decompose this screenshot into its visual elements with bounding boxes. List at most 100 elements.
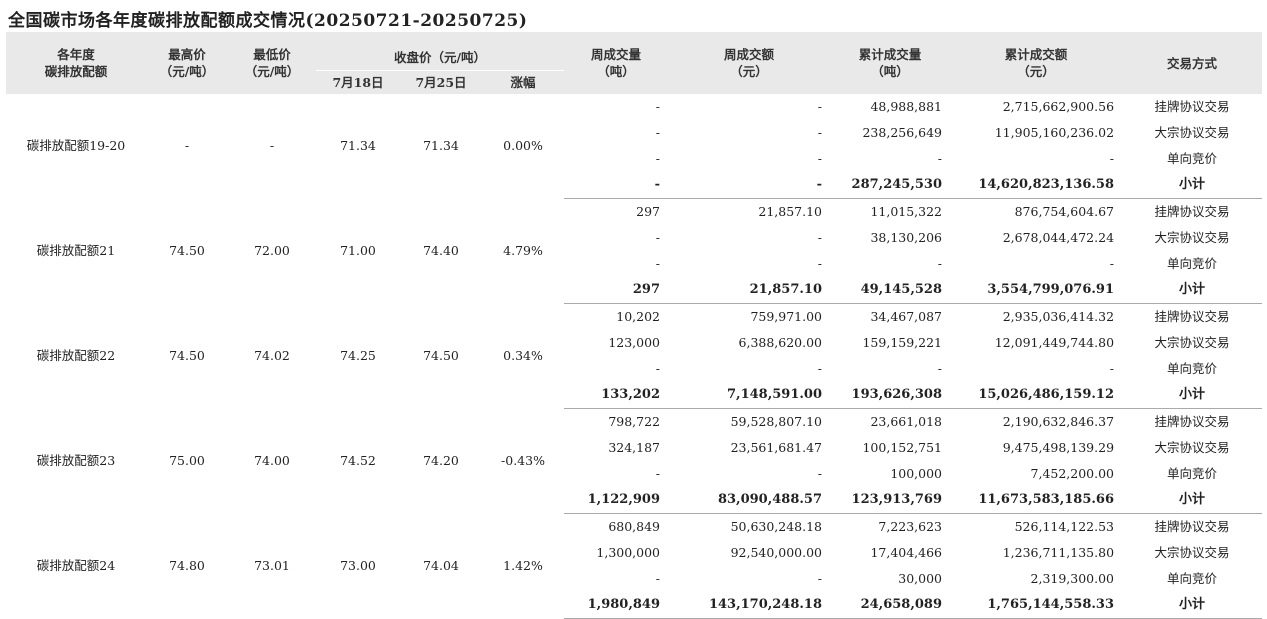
week-amount: - [817, 151, 823, 166]
low-price: 74.02 [254, 348, 290, 363]
week-volume: - [564, 172, 669, 199]
cum-volume: - [937, 151, 943, 166]
trade-method: 挂牌协议交易 [1154, 99, 1230, 114]
header-cum-amount-line1: 累计成交额 [1004, 47, 1068, 62]
header-week-volume-line2: （吨） [597, 64, 635, 79]
trade-method: 挂牌协议交易 [1154, 204, 1230, 219]
header-week-amount-line2: （元） [730, 64, 768, 79]
allowance-group: 碳排放配额22 74.50 74.02 74.25 74.50 0.34% 10,202 75… [6, 304, 1263, 409]
table-row: 碳排放配额23 75.00 74.00 74.52 74.20 -0.43% 798,722… [6, 409, 1262, 468]
low-price: 73.01 [254, 558, 290, 573]
allowance-group: 碳排放配额23 75.00 74.00 74.52 74.20 -0.43% 798,722… [6, 409, 1263, 514]
cum-volume: 23,661,018 [870, 414, 943, 429]
change-pct: 4.79% [503, 243, 543, 258]
header-close-prev: 7月18日 [316, 70, 400, 94]
week-amount: - [817, 99, 823, 114]
week-volume: - [655, 99, 661, 114]
table-row: - -287,245,530 14,620,823,136.58 小计 [6, 172, 1263, 199]
cum-volume: 24,658,089 [830, 592, 951, 619]
close-curr: 71.34 [423, 138, 459, 154]
header-close-group: 收盘价（元/吨） [316, 32, 565, 71]
week-amount: 759,971.00 [750, 309, 823, 324]
table-header: 各年度 碳排放配额 最高价 （元/吨） 最低价 （元/吨） 收盘价（元/吨） 周… [6, 32, 1263, 94]
cum-amount: 11,673,583,185.66 [950, 487, 1123, 514]
trade-method: 挂牌协议交易 [1154, 519, 1230, 534]
cum-volume: 287,245,530 [830, 172, 951, 199]
trade-method: 小计 [1122, 172, 1263, 199]
cum-amount: 9,475,498,139.29 [1002, 440, 1115, 455]
week-amount: - [817, 466, 823, 481]
header-high-line1: 最高价 [168, 47, 206, 62]
week-volume: 680,849 [608, 519, 661, 534]
week-volume: - [655, 125, 661, 140]
table-row: - - 100,000 7,452,200.00 单向竞价 [6, 461, 1262, 487]
high-price: 74.50 [169, 243, 205, 258]
week-volume: 133,202 [564, 382, 669, 409]
header-product-line1: 各年度 [57, 47, 95, 62]
cum-volume: 49,145,528 [830, 277, 951, 304]
header-low-line2: （元/吨） [244, 64, 300, 79]
cum-amount: 2,319,300.00 [1030, 571, 1115, 586]
table-row: - - 30,000 2,319,300.00 单向竞价 [6, 566, 1262, 592]
header-cum-volume: 累计成交量 （吨） [830, 32, 951, 94]
trade-method: 小计 [1122, 382, 1263, 409]
low-price: 72.00 [254, 243, 290, 258]
week-amount: 21,857.10 [758, 204, 823, 219]
cum-volume: 193,626,308 [830, 382, 951, 409]
table-row: 碳排放配额24 74.80 73.01 73.00 74.04 1.42% 680,849 5… [6, 514, 1262, 573]
week-volume: 123,000 [608, 335, 661, 350]
cum-amount: 15,026,486,159.12 [950, 382, 1123, 409]
header-product-line2: 碳排放配额 [44, 64, 108, 79]
week-amount: 7,148,591.00 [668, 382, 831, 409]
table-row: 123,000 6,388,620.00 159,159,221 12,091,449… [6, 330, 1262, 356]
cum-volume: 38,130,206 [870, 230, 943, 245]
high-price: 75.00 [169, 453, 205, 468]
cum-amount: 11,905,160,236.02 [994, 125, 1115, 140]
week-volume: - [655, 230, 661, 245]
week-amount: 50,630,248.18 [730, 519, 823, 534]
table-row: 324,187 23,561,681.47 100,152,751 9,475,498… [6, 435, 1262, 461]
carbon-trading-table: 各年度 碳排放配额 最高价 （元/吨） 最低价 （元/吨） 收盘价（元/吨） 周… [6, 32, 1263, 619]
table-row: - - - - 单向竞价 [6, 356, 1262, 382]
cum-amount: 2,678,044,472.24 [1002, 230, 1115, 245]
trade-method: 小计 [1122, 592, 1263, 619]
high-price: 74.50 [169, 348, 205, 363]
header-low-line1: 最低价 [253, 47, 291, 62]
cum-amount: 14,620,823,136.58 [950, 172, 1123, 199]
header-low: 最低价 （元/吨） [228, 32, 316, 94]
product-name: 碳排放配额23 [36, 453, 116, 468]
trade-method: 小计 [1122, 277, 1263, 304]
week-amount: 21,857.10 [668, 277, 831, 304]
cum-volume: 238,256,649 [862, 125, 943, 140]
week-amount: - [817, 361, 823, 376]
cum-volume: 34,467,087 [870, 309, 943, 324]
week-amount: 92,540,000.00 [730, 545, 823, 560]
week-volume: 10,202 [616, 309, 661, 324]
cum-amount: 3,554,799,076.91 [950, 277, 1123, 304]
change-pct: 0.34% [503, 348, 543, 363]
header-week-amount-line1: 周成交额 [724, 47, 775, 62]
close-curr: 74.50 [423, 348, 459, 363]
close-curr: 74.40 [423, 243, 459, 258]
table-row: - - - - 单向竞价 [6, 251, 1262, 277]
week-amount: - [668, 172, 831, 199]
cum-volume: 123,913,769 [830, 487, 951, 514]
trade-method: 挂牌协议交易 [1154, 414, 1230, 429]
week-volume: 1,980,849 [564, 592, 669, 619]
cum-volume: 11,015,322 [870, 204, 943, 219]
header-high-line2: （元/吨） [159, 64, 215, 79]
close-prev: 71.00 [340, 243, 376, 258]
close-prev: 71.34 [340, 138, 376, 154]
week-volume: - [655, 256, 661, 271]
week-amount: 143,170,248.18 [668, 592, 831, 619]
cum-volume: 7,223,623 [878, 519, 943, 534]
low-price: - [269, 138, 275, 154]
week-amount: 59,528,807.10 [730, 414, 823, 429]
week-amount: - [817, 230, 823, 245]
change-pct: 0.00% [503, 138, 543, 154]
header-cum-volume-line1: 累计成交量 [858, 47, 922, 62]
cum-amount: 12,091,449,744.80 [994, 335, 1115, 350]
cum-amount: 2,935,036,414.32 [1002, 309, 1115, 324]
table-row: - - 38,130,206 2,678,044,472.24 大宗协议交易 [6, 225, 1262, 251]
